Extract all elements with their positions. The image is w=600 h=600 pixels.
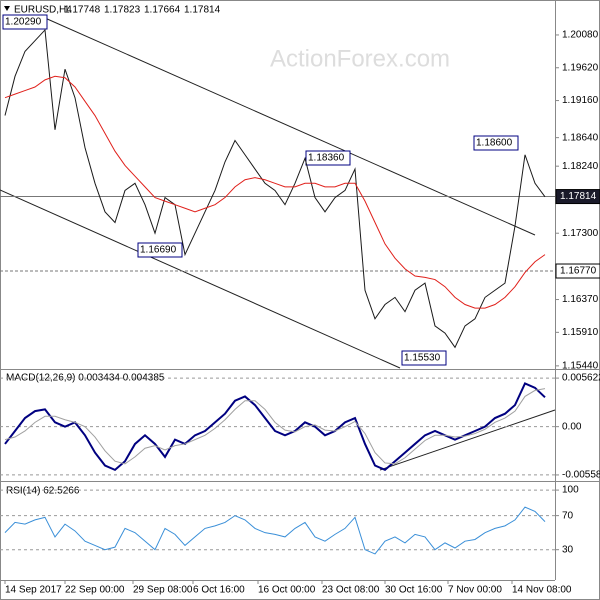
y-tick-label: 1.15910 — [562, 327, 599, 338]
annotation: 1.20290 — [5, 17, 42, 28]
watermark: ActionForex.com — [270, 45, 450, 72]
level-label: 1.17814 — [560, 191, 597, 202]
annotation: 1.18360 — [308, 153, 345, 164]
x-tick-label: 29 Sep 08:00 — [133, 585, 193, 596]
y-tick-label: 1.15440 — [562, 361, 599, 372]
y-tick-label: 1.19160 — [562, 95, 599, 106]
menu-arrow — [4, 6, 10, 11]
series-line — [4, 382, 546, 472]
y-tick-label: 100 — [562, 485, 579, 496]
rsi-title: RSI(14) 62.5266 — [6, 486, 80, 497]
quote-high: 1.17823 — [104, 5, 141, 16]
annotation: 1.18600 — [476, 138, 513, 149]
x-tick-label: 14 Sep 2017 — [5, 585, 62, 596]
series-line — [4, 388, 546, 465]
y-tick-label: 1.20080 — [562, 30, 599, 41]
annotation: 1.15530 — [404, 353, 441, 364]
annotation-box — [2, 14, 48, 30]
annotation-box — [401, 350, 447, 366]
annotation-box — [473, 135, 519, 151]
channel-line — [0, 189, 401, 369]
level-label: 1.16770 — [560, 266, 597, 277]
x-tick-label: 22 Sep 00:00 — [65, 585, 125, 596]
y-tick-label: 1.18640 — [562, 132, 599, 143]
y-tick-label: 0.005622 — [562, 373, 600, 384]
annotation-box — [137, 242, 183, 258]
series-line — [4, 75, 546, 309]
quote-open: 1.17748 — [64, 5, 101, 16]
x-tick-label: 6 Oct 16:00 — [193, 585, 245, 596]
y-tick-label: 1.19620 — [562, 62, 599, 73]
y-tick-label: 1.16370 — [562, 294, 599, 305]
x-tick-label: 7 Nov 00:00 — [448, 585, 502, 596]
symbol: EURUSD,H4 — [14, 5, 72, 16]
channel-line — [44, 17, 536, 236]
annotation: 1.16690 — [140, 245, 177, 256]
quote-low: 1.17664 — [144, 5, 181, 16]
series-line — [4, 28, 546, 349]
x-tick-label: 23 Oct 08:00 — [322, 585, 380, 596]
trend-line — [379, 409, 556, 471]
y-tick-label: 1.17300 — [562, 228, 599, 239]
level-box — [555, 189, 600, 205]
quote-close: 1.17814 — [184, 5, 221, 16]
y-tick-label: -0.005588 — [562, 470, 600, 481]
y-tick-label: 70 — [562, 510, 574, 521]
y-tick-label: 30 — [562, 544, 574, 555]
annotation-box — [305, 150, 351, 166]
series-line — [4, 506, 546, 555]
level-box — [555, 263, 600, 279]
y-tick-label: 0.00 — [562, 421, 582, 432]
x-tick-label: 16 Oct 00:00 — [258, 585, 316, 596]
y-tick-label: 1.18240 — [562, 161, 599, 172]
x-tick-label: 14 Nov 08:00 — [512, 585, 572, 596]
x-tick-label: 30 Oct 16:00 — [385, 585, 443, 596]
